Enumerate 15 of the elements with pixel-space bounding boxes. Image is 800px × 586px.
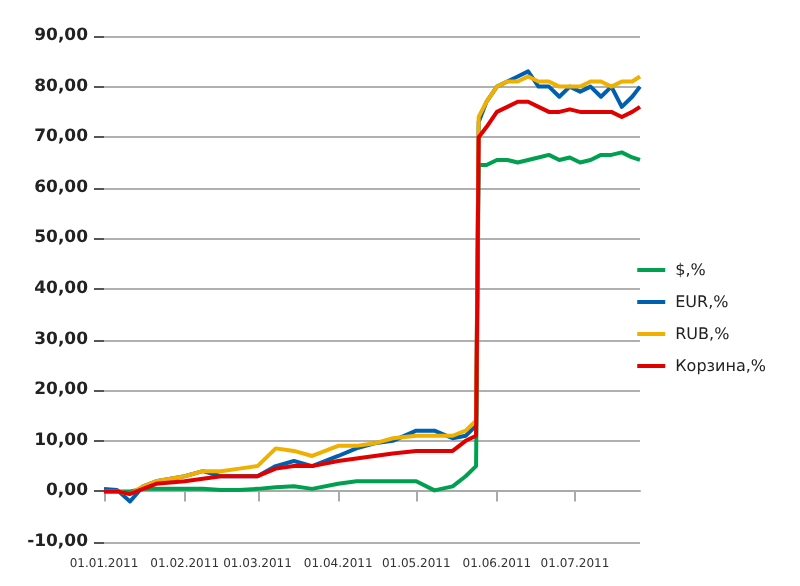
y-tick-label: 0,00: [46, 481, 89, 502]
legend-label: Корзина,%: [675, 357, 767, 375]
y-tick-label: 70,00: [34, 127, 89, 148]
y-tick-label: 10,00: [34, 430, 89, 451]
legend-label: EUR,%: [675, 293, 730, 311]
y-tick-label: 20,00: [34, 380, 89, 401]
y-tick-label: 60,00: [34, 177, 89, 198]
y-tick-label: -10,00: [27, 532, 89, 552]
y-tick-label: 90,00: [34, 26, 89, 46]
legend-label: RUB,%: [675, 325, 731, 343]
y-tick-label: 40,00: [34, 279, 89, 299]
legend-label: $,%: [675, 261, 707, 279]
y-tick-label: 30,00: [34, 329, 89, 350]
y-tick-label: 80,00: [34, 76, 89, 97]
y-tick-label: 50,00: [34, 228, 89, 249]
